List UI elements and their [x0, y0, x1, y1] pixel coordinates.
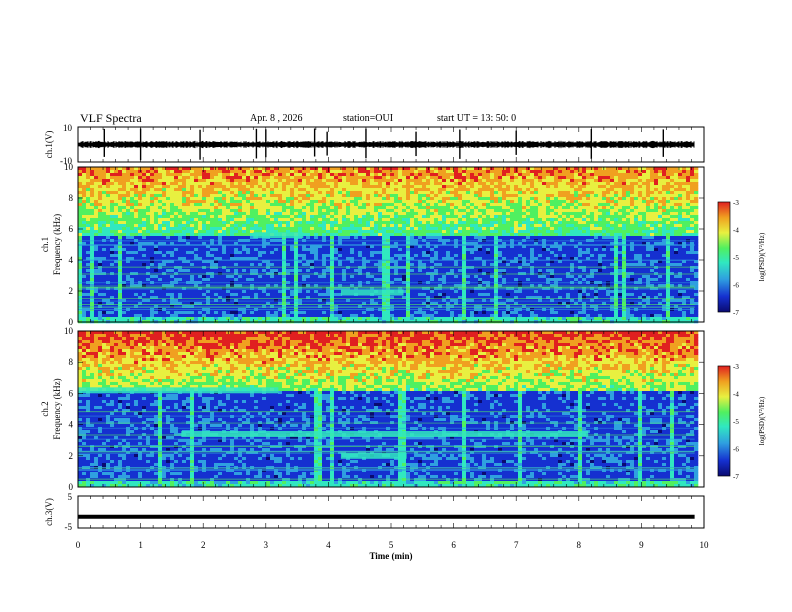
- ch1-ytick: 6: [69, 224, 74, 234]
- x-tick-label: 4: [326, 540, 331, 550]
- ch1-spectrogram-cells: [78, 167, 699, 324]
- ch1-ytick: -10: [60, 156, 72, 166]
- station-label: station=OUI: [343, 113, 394, 124]
- ch1-colorbar: [717, 201, 731, 313]
- ch2-spectrogram-cells: [78, 331, 699, 488]
- ch2-emission-band: [340, 452, 407, 459]
- ch1-ytick: 10: [63, 123, 73, 133]
- ch3-ylabel: ch.3(V): [44, 498, 54, 526]
- ch2-ytick: 0: [69, 482, 74, 492]
- ch1-ytick: 4: [69, 255, 74, 265]
- ch1-ylabel: ch.1(V): [44, 131, 54, 159]
- ch1-trace: [78, 140, 695, 149]
- x-tick-label: 3: [264, 540, 269, 550]
- ch1-colorbar-tick: -7: [733, 309, 739, 317]
- chart-title: VLF Spectra: [80, 111, 142, 125]
- ch1-colorbar-tick: -3: [733, 199, 739, 207]
- x-axis-label: Time (min): [369, 551, 412, 561]
- ch2-colorbar-tick: -3: [733, 363, 739, 371]
- ch2-colorbar-label: log(PSD)(V²/Hz): [758, 396, 766, 445]
- ch1-colorbar-tick: -4: [733, 227, 739, 235]
- ch2-colorbar-tick: -4: [733, 391, 739, 399]
- ch1-ytick: 0: [69, 317, 74, 327]
- ch1-ytick: 10: [64, 162, 74, 172]
- ch2-colorbar-tick: -7: [733, 473, 739, 481]
- x-tick-label: 6: [451, 540, 456, 550]
- x-tick-label: 2: [201, 540, 206, 550]
- x-tick-label: 1: [138, 540, 143, 550]
- ch1-ytick: 2: [69, 286, 74, 296]
- ch2-colorbar: [717, 365, 731, 477]
- date-label: Apr. 8 , 2026: [250, 113, 303, 124]
- ch3-ytick: 5: [68, 492, 73, 502]
- ch1-colorbar-label: log(PSD)(V²/Hz): [758, 232, 766, 281]
- ch2-emission-band: [181, 430, 589, 437]
- x-tick-label: 9: [639, 540, 644, 550]
- x-tick-label: 5: [389, 540, 394, 550]
- ch2-ytick: 2: [69, 451, 74, 461]
- ch2-ytick: 10: [64, 326, 74, 336]
- ch3-ytick: -5: [65, 522, 73, 532]
- ch2-ytick: 6: [69, 388, 74, 398]
- ch1-emission-band: [340, 289, 404, 296]
- ch2-colorbar-tick: -6: [733, 446, 739, 454]
- ch2-ytick: 8: [69, 357, 74, 367]
- ch2-emission-band: [78, 387, 279, 394]
- ch1-ylabel-freq: Frequency (kHz): [52, 214, 62, 275]
- start-ut-label: start UT = 13: 50: 0: [437, 113, 517, 124]
- ch2-ytick: 4: [69, 420, 74, 430]
- x-tick-label: 7: [514, 540, 519, 550]
- ch1-ylabel-channel: ch.1: [40, 237, 50, 252]
- ch2-ylabel-freq: Frequency (kHz): [52, 378, 62, 439]
- ch3-frame: [77, 495, 705, 529]
- ch2-colorbar-tick: -5: [733, 418, 739, 426]
- ch1-colorbar-tick: -6: [733, 282, 739, 290]
- x-tick-label: 0: [76, 540, 81, 550]
- x-tick-label: 8: [577, 540, 582, 550]
- x-tick-label: 10: [700, 540, 710, 550]
- ch2-ylabel-channel: ch.2: [40, 401, 50, 416]
- ch1-ytick: 8: [69, 193, 74, 203]
- ch1-colorbar-tick: -5: [733, 254, 739, 262]
- ch1-emission-band: [253, 232, 304, 239]
